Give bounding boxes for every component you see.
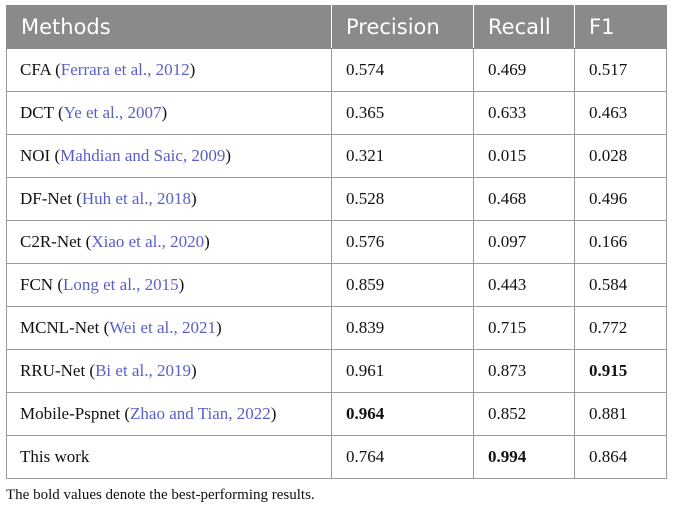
f1-cell: 0.881 [574,392,667,436]
method-name: Mobile-Pspnet [20,404,121,423]
recall-cell: 0.015 [473,134,575,178]
precision-cell: 0.859 [331,263,474,307]
method-cell: CFA (Ferrara et al., 2012) [6,48,332,92]
precision-cell: 0.574 [331,48,474,92]
method-cell: This work [6,435,332,479]
table-body: CFA (Ferrara et al., 2012) 0.574 0.469 0.51… [6,48,667,479]
precision-cell: 0.839 [331,306,474,350]
table-row: DF-Net (Huh et al., 2018) 0.528 0.468 0.496 [6,177,667,221]
table-row: CFA (Ferrara et al., 2012) 0.574 0.469 0.51… [6,48,667,92]
table-row: MCNL-Net (Wei et al., 2021) 0.839 0.715 0.7… [6,306,667,350]
header-precision: Precision [331,5,474,49]
recall-cell: 0.873 [473,349,575,393]
results-table-container: Methods Precision Recall F1 CFA (Ferrara… [6,5,667,479]
citation-link[interactable]: Zhao and Tian, 2022 [130,404,271,423]
f1-cell: 0.864 [574,435,667,479]
table-row: This work 0.764 0.994 0.864 [6,435,667,479]
table-row: NOI (Mahdian and Saic, 2009) 0.321 0.015 0.… [6,134,667,178]
method-name: MCNL-Net [20,318,100,337]
table-header: Methods Precision Recall F1 [6,5,667,49]
recall-cell: 0.468 [473,177,575,221]
citation-link[interactable]: Mahdian and Saic, 2009 [60,146,226,165]
method-name: DCT [20,103,54,122]
method-cell: FCN (Long et al., 2015) [6,263,332,307]
f1-cell: 0.772 [574,306,667,350]
citation-link[interactable]: Xiao et al., 2020 [91,232,205,251]
table-footnote: The bold values denote the best-performi… [6,487,315,503]
method-name: NOI [20,146,51,165]
table-row: DCT (Ye et al., 2007) 0.365 0.633 0.463 [6,91,667,135]
recall-cell: 0.633 [473,91,575,135]
method-name: FCN [20,275,54,294]
f1-cell: 0.915 [574,349,667,393]
method-name: DF-Net [20,189,72,208]
method-name: This work [20,447,90,466]
method-cell: MCNL-Net (Wei et al., 2021) [6,306,332,350]
f1-cell: 0.496 [574,177,667,221]
method-cell: DF-Net (Huh et al., 2018) [6,177,332,221]
f1-cell: 0.517 [574,48,667,92]
method-name: C2R-Net [20,232,82,251]
table-row: FCN (Long et al., 2015) 0.859 0.443 0.584 [6,263,667,307]
header-methods: Methods [6,5,332,49]
recall-cell: 0.097 [473,220,575,264]
citation-link[interactable]: Huh et al., 2018 [81,189,191,208]
table-row: RRU-Net (Bi et al., 2019) 0.961 0.873 0.915 [6,349,667,393]
recall-cell: 0.852 [473,392,575,436]
f1-cell: 0.028 [574,134,667,178]
method-cell: DCT (Ye et al., 2007) [6,91,332,135]
citation-link[interactable]: Wei et al., 2021 [109,318,216,337]
recall-cell: 0.443 [473,263,575,307]
citation-link[interactable]: Long et al., 2015 [63,275,179,294]
recall-cell: 0.994 [473,435,575,479]
method-name: CFA [20,60,51,79]
table-row: Mobile-Pspnet (Zhao and Tian, 2022) 0.964… [6,392,667,436]
precision-cell: 0.576 [331,220,474,264]
header-row: Methods Precision Recall F1 [6,5,667,49]
method-cell: Mobile-Pspnet (Zhao and Tian, 2022) [6,392,332,436]
precision-cell: 0.764 [331,435,474,479]
precision-cell: 0.961 [331,349,474,393]
recall-cell: 0.469 [473,48,575,92]
f1-cell: 0.463 [574,91,667,135]
precision-cell: 0.964 [331,392,474,436]
method-cell: C2R-Net (Xiao et al., 2020) [6,220,332,264]
results-table: Methods Precision Recall F1 CFA (Ferrara… [6,5,667,479]
recall-cell: 0.715 [473,306,575,350]
method-cell: NOI (Mahdian and Saic, 2009) [6,134,332,178]
precision-cell: 0.321 [331,134,474,178]
citation-link[interactable]: Ferrara et al., 2012 [60,60,190,79]
header-recall: Recall [473,5,575,49]
method-cell: RRU-Net (Bi et al., 2019) [6,349,332,393]
precision-cell: 0.365 [331,91,474,135]
header-f1: F1 [574,5,667,49]
citation-link[interactable]: Bi et al., 2019 [95,361,191,380]
table-row: C2R-Net (Xiao et al., 2020) 0.576 0.097 0.1… [6,220,667,264]
precision-cell: 0.528 [331,177,474,221]
citation-link[interactable]: Ye et al., 2007 [63,103,162,122]
f1-cell: 0.584 [574,263,667,307]
method-name: RRU-Net [20,361,86,380]
f1-cell: 0.166 [574,220,667,264]
